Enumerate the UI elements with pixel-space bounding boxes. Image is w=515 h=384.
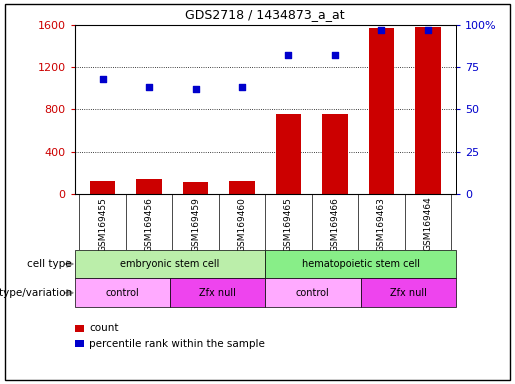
Text: GSM169456: GSM169456 <box>145 197 153 252</box>
Text: Zfx null: Zfx null <box>390 288 426 298</box>
Point <box>284 52 293 58</box>
Point <box>331 52 339 58</box>
Text: count: count <box>89 323 118 333</box>
Text: genotype/variation: genotype/variation <box>0 288 72 298</box>
Text: GSM169459: GSM169459 <box>191 197 200 252</box>
Point <box>238 84 246 91</box>
Point <box>145 84 153 91</box>
Point <box>98 76 107 82</box>
Text: cell type: cell type <box>27 259 72 269</box>
Text: GSM169463: GSM169463 <box>377 197 386 252</box>
Text: control: control <box>296 288 330 298</box>
Text: percentile rank within the sample: percentile rank within the sample <box>89 339 265 349</box>
Title: GDS2718 / 1434873_a_at: GDS2718 / 1434873_a_at <box>185 8 345 21</box>
Bar <box>183 182 208 194</box>
Point <box>424 27 432 33</box>
Text: GSM169455: GSM169455 <box>98 197 107 252</box>
Text: hematopoietic stem cell: hematopoietic stem cell <box>301 259 420 269</box>
Bar <box>322 114 348 194</box>
Text: GSM169466: GSM169466 <box>331 197 339 252</box>
Text: Zfx null: Zfx null <box>199 288 236 298</box>
Text: GSM169464: GSM169464 <box>423 197 433 252</box>
Bar <box>229 181 255 194</box>
Bar <box>415 27 441 194</box>
Bar <box>90 181 115 194</box>
Point <box>377 27 386 33</box>
Text: embryonic stem cell: embryonic stem cell <box>121 259 219 269</box>
Bar <box>369 28 394 194</box>
Text: GSM169460: GSM169460 <box>237 197 247 252</box>
Bar <box>136 179 162 194</box>
Text: GSM169465: GSM169465 <box>284 197 293 252</box>
Point <box>192 86 200 92</box>
Text: control: control <box>106 288 139 298</box>
Bar <box>276 114 301 194</box>
